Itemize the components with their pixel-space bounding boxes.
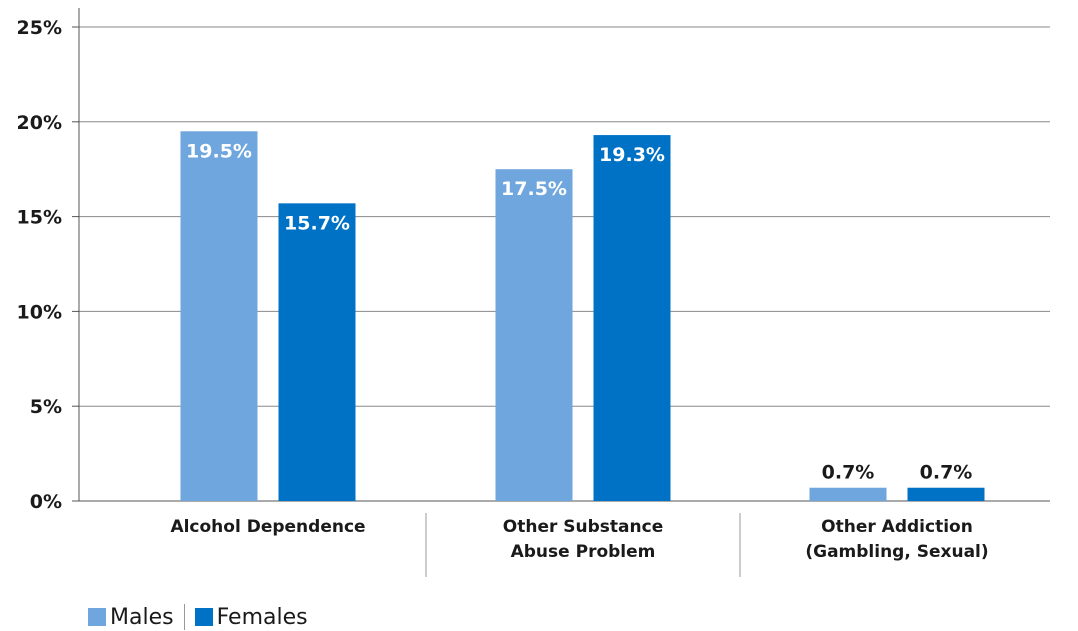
y-tick-label: 10%: [17, 301, 62, 323]
category-label: Other Addiction: [821, 517, 973, 537]
legend-swatch-females: [194, 608, 213, 626]
data-label-males: 19.5%: [186, 140, 252, 162]
y-tick-label: 5%: [30, 396, 62, 418]
category-label: Alcohol Dependence: [170, 517, 365, 537]
legend-item-females: Females: [194, 604, 308, 630]
data-label-females: 0.7%: [920, 462, 973, 484]
category-label: (Gambling, Sexual): [805, 542, 988, 562]
bar-chart: 0% 5% 10% 15% 20% 25% 19.5% 17.5% 0.7% 15.7% 19.3%…: [17, 8, 1050, 577]
bar-males: [809, 487, 887, 501]
bar-females: [907, 487, 985, 501]
legend-item-males: Males: [88, 605, 174, 630]
data-label-females: 15.7%: [284, 212, 350, 234]
data-label-males: 0.7%: [822, 462, 875, 484]
y-tick-label: 25%: [17, 17, 62, 39]
y-tick-label: 20%: [17, 112, 62, 134]
legend-swatch-males: [88, 608, 106, 626]
bar-females: [593, 135, 671, 501]
legend-label-females: Females: [216, 604, 308, 630]
category-label: Other Substance: [503, 517, 663, 537]
legend: Males Females: [88, 604, 308, 630]
bar-males: [495, 169, 573, 501]
legend-label-males: Males: [110, 604, 174, 630]
y-tick-label: 15%: [17, 207, 62, 229]
category-label: Abuse Problem: [511, 542, 656, 562]
bar-males: [180, 131, 258, 501]
bar-females: [278, 203, 356, 501]
data-label-males: 17.5%: [501, 178, 567, 200]
data-label-females: 19.3%: [599, 144, 665, 166]
y-tick-label: 0%: [30, 491, 62, 513]
legend-divider: [183, 604, 185, 630]
